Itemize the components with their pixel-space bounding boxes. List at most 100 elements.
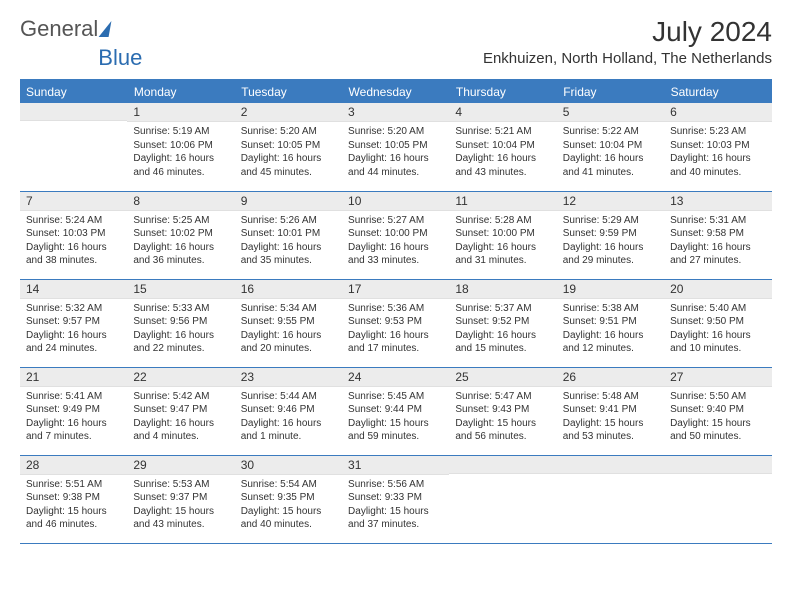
- sunset-text: Sunset: 9:47 PM: [133, 403, 228, 417]
- daylight-text: Daylight: 16 hours and 1 minute.: [241, 417, 336, 444]
- sunrise-text: Sunrise: 5:22 AM: [563, 125, 658, 139]
- day-number-empty: [20, 103, 127, 121]
- sunset-text: Sunset: 9:33 PM: [348, 491, 443, 505]
- calendar-cell: [20, 103, 127, 191]
- calendar-cell: 2Sunrise: 5:20 AMSunset: 10:05 PMDayligh…: [235, 103, 342, 191]
- day-details: Sunrise: 5:47 AMSunset: 9:43 PMDaylight:…: [449, 387, 556, 448]
- sunrise-text: Sunrise: 5:23 AM: [670, 125, 765, 139]
- daylight-text: Daylight: 16 hours and 35 minutes.: [241, 241, 336, 268]
- sunset-text: Sunset: 9:46 PM: [241, 403, 336, 417]
- calendar-body: 1Sunrise: 5:19 AMSunset: 10:06 PMDayligh…: [20, 103, 772, 543]
- daylight-text: Daylight: 16 hours and 29 minutes.: [563, 241, 658, 268]
- sunrise-text: Sunrise: 5:51 AM: [26, 478, 121, 492]
- day-details: Sunrise: 5:27 AMSunset: 10:00 PMDaylight…: [342, 211, 449, 272]
- day-details: Sunrise: 5:45 AMSunset: 9:44 PMDaylight:…: [342, 387, 449, 448]
- sunrise-text: Sunrise: 5:19 AM: [133, 125, 228, 139]
- calendar-cell: 23Sunrise: 5:44 AMSunset: 9:46 PMDayligh…: [235, 367, 342, 455]
- day-details: Sunrise: 5:31 AMSunset: 9:58 PMDaylight:…: [664, 211, 771, 272]
- brand-part2-wrap: GeneralBlue: [20, 45, 772, 71]
- sunset-text: Sunset: 10:02 PM: [133, 227, 228, 241]
- calendar-cell: 11Sunrise: 5:28 AMSunset: 10:00 PMDaylig…: [449, 191, 556, 279]
- day-number-empty: [557, 456, 664, 474]
- day-details: Sunrise: 5:22 AMSunset: 10:04 PMDaylight…: [557, 122, 664, 183]
- day-details: Sunrise: 5:51 AMSunset: 9:38 PMDaylight:…: [20, 475, 127, 536]
- day-number: 17: [342, 280, 449, 299]
- calendar-cell: 25Sunrise: 5:47 AMSunset: 9:43 PMDayligh…: [449, 367, 556, 455]
- daylight-text: Daylight: 16 hours and 43 minutes.: [455, 152, 550, 179]
- calendar-head: SundayMondayTuesdayWednesdayThursdayFrid…: [20, 80, 772, 103]
- day-number: 19: [557, 280, 664, 299]
- day-details: Sunrise: 5:26 AMSunset: 10:01 PMDaylight…: [235, 211, 342, 272]
- sunrise-text: Sunrise: 5:56 AM: [348, 478, 443, 492]
- day-details: Sunrise: 5:53 AMSunset: 9:37 PMDaylight:…: [127, 475, 234, 536]
- day-details: Sunrise: 5:19 AMSunset: 10:06 PMDaylight…: [127, 122, 234, 183]
- weekday-header: Thursday: [449, 80, 556, 103]
- daylight-text: Daylight: 15 hours and 43 minutes.: [133, 505, 228, 532]
- sunrise-text: Sunrise: 5:20 AM: [241, 125, 336, 139]
- day-number: 4: [449, 103, 556, 122]
- daylight-text: Daylight: 15 hours and 56 minutes.: [455, 417, 550, 444]
- day-number: 6: [664, 103, 771, 122]
- calendar-cell: 10Sunrise: 5:27 AMSunset: 10:00 PMDaylig…: [342, 191, 449, 279]
- sunrise-text: Sunrise: 5:45 AM: [348, 390, 443, 404]
- calendar-cell: 18Sunrise: 5:37 AMSunset: 9:52 PMDayligh…: [449, 279, 556, 367]
- sunset-text: Sunset: 9:43 PM: [455, 403, 550, 417]
- sunset-text: Sunset: 9:58 PM: [670, 227, 765, 241]
- day-details: Sunrise: 5:32 AMSunset: 9:57 PMDaylight:…: [20, 299, 127, 360]
- daylight-text: Daylight: 16 hours and 31 minutes.: [455, 241, 550, 268]
- calendar-cell: 17Sunrise: 5:36 AMSunset: 9:53 PMDayligh…: [342, 279, 449, 367]
- day-number: 21: [20, 368, 127, 387]
- daylight-text: Daylight: 16 hours and 33 minutes.: [348, 241, 443, 268]
- daylight-text: Daylight: 16 hours and 10 minutes.: [670, 329, 765, 356]
- sunset-text: Sunset: 9:52 PM: [455, 315, 550, 329]
- sunrise-text: Sunrise: 5:40 AM: [670, 302, 765, 316]
- day-details: Sunrise: 5:33 AMSunset: 9:56 PMDaylight:…: [127, 299, 234, 360]
- weekday-header: Sunday: [20, 80, 127, 103]
- sunset-text: Sunset: 10:05 PM: [241, 139, 336, 153]
- sunset-text: Sunset: 9:44 PM: [348, 403, 443, 417]
- sunset-text: Sunset: 10:06 PM: [133, 139, 228, 153]
- sunrise-text: Sunrise: 5:32 AM: [26, 302, 121, 316]
- weekday-header: Saturday: [664, 80, 771, 103]
- sunset-text: Sunset: 10:00 PM: [348, 227, 443, 241]
- day-details: Sunrise: 5:28 AMSunset: 10:00 PMDaylight…: [449, 211, 556, 272]
- daylight-text: Daylight: 16 hours and 41 minutes.: [563, 152, 658, 179]
- day-number: 7: [20, 192, 127, 211]
- sunset-text: Sunset: 10:04 PM: [563, 139, 658, 153]
- day-number: 24: [342, 368, 449, 387]
- calendar-cell: 12Sunrise: 5:29 AMSunset: 9:59 PMDayligh…: [557, 191, 664, 279]
- sunrise-text: Sunrise: 5:33 AM: [133, 302, 228, 316]
- calendar-cell: 26Sunrise: 5:48 AMSunset: 9:41 PMDayligh…: [557, 367, 664, 455]
- calendar-cell: 24Sunrise: 5:45 AMSunset: 9:44 PMDayligh…: [342, 367, 449, 455]
- sunset-text: Sunset: 10:03 PM: [26, 227, 121, 241]
- day-number: 15: [127, 280, 234, 299]
- day-details: Sunrise: 5:48 AMSunset: 9:41 PMDaylight:…: [557, 387, 664, 448]
- brand-part1: General: [20, 16, 98, 42]
- calendar-cell: [449, 455, 556, 543]
- calendar-cell: 29Sunrise: 5:53 AMSunset: 9:37 PMDayligh…: [127, 455, 234, 543]
- sunset-text: Sunset: 9:50 PM: [670, 315, 765, 329]
- day-details: Sunrise: 5:23 AMSunset: 10:03 PMDaylight…: [664, 122, 771, 183]
- day-number: 28: [20, 456, 127, 475]
- weekday-header: Wednesday: [342, 80, 449, 103]
- sunset-text: Sunset: 10:01 PM: [241, 227, 336, 241]
- day-details: Sunrise: 5:40 AMSunset: 9:50 PMDaylight:…: [664, 299, 771, 360]
- sunrise-text: Sunrise: 5:53 AM: [133, 478, 228, 492]
- calendar-cell: 9Sunrise: 5:26 AMSunset: 10:01 PMDayligh…: [235, 191, 342, 279]
- day-number: 27: [664, 368, 771, 387]
- day-details: Sunrise: 5:34 AMSunset: 9:55 PMDaylight:…: [235, 299, 342, 360]
- sunrise-text: Sunrise: 5:37 AM: [455, 302, 550, 316]
- sunset-text: Sunset: 9:49 PM: [26, 403, 121, 417]
- calendar-cell: 16Sunrise: 5:34 AMSunset: 9:55 PMDayligh…: [235, 279, 342, 367]
- brand-logo: General: [20, 16, 110, 42]
- day-number: 12: [557, 192, 664, 211]
- calendar-cell: 27Sunrise: 5:50 AMSunset: 9:40 PMDayligh…: [664, 367, 771, 455]
- day-number: 14: [20, 280, 127, 299]
- day-number: 30: [235, 456, 342, 475]
- sunrise-text: Sunrise: 5:44 AM: [241, 390, 336, 404]
- day-number: 1: [127, 103, 234, 122]
- day-number: 9: [235, 192, 342, 211]
- sunrise-text: Sunrise: 5:28 AM: [455, 214, 550, 228]
- day-details: Sunrise: 5:29 AMSunset: 9:59 PMDaylight:…: [557, 211, 664, 272]
- daylight-text: Daylight: 16 hours and 12 minutes.: [563, 329, 658, 356]
